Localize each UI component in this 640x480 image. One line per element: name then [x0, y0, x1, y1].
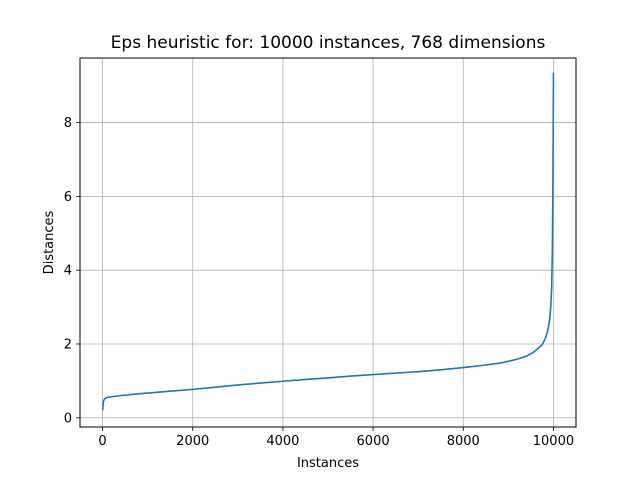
x-tick-label: 0	[98, 434, 106, 449]
x-tick-label: 2000	[176, 434, 209, 449]
y-axis-title: Distances	[42, 210, 57, 274]
y-tick-label: 0	[64, 411, 72, 426]
plot-frame	[79, 57, 577, 428]
grid-lines	[80, 58, 576, 427]
data-series	[101, 72, 555, 411]
y-tick-label: 2	[64, 337, 72, 352]
x-tick-label: 6000	[357, 434, 390, 449]
y-tick-label: 8	[64, 116, 72, 131]
x-tick-label: 8000	[447, 434, 480, 449]
x-axis-title: Instances	[297, 456, 359, 471]
x-tick-label: 10000	[533, 434, 574, 449]
x-ticks: 0 2000 4000 6000 8000 10000	[98, 427, 574, 449]
y-tick-label: 6	[64, 190, 72, 205]
y-ticks: 0 2 4 6 8	[64, 116, 80, 426]
chart-title: Eps heuristic for: 10000 instances, 768 …	[111, 33, 546, 53]
series-line	[101, 72, 555, 411]
x-tick-label: 4000	[266, 434, 299, 449]
y-tick-label: 4	[64, 264, 72, 279]
